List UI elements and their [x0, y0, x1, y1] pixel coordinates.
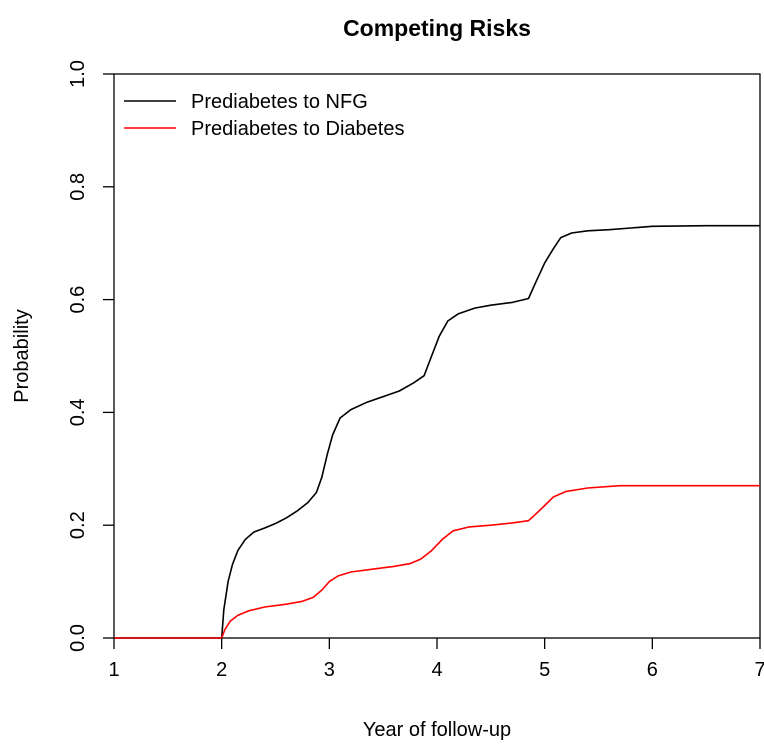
y-tick-label: 0.2	[67, 511, 89, 539]
chart-title: Competing Risks	[343, 15, 531, 41]
x-axis: 1 2 3 4 5 6 7	[108, 638, 764, 681]
x-tick-label: 1	[108, 659, 119, 681]
y-axis-label: Probability	[11, 309, 33, 402]
x-tick-label: 4	[431, 659, 442, 681]
x-tick-label: 7	[754, 659, 764, 681]
x-axis-label: Year of follow-up	[363, 719, 511, 741]
x-tick-label: 2	[216, 659, 227, 681]
y-tick-label: 0.8	[67, 173, 89, 201]
x-tick-label: 5	[539, 659, 550, 681]
x-tick-label: 6	[647, 659, 658, 681]
series-line-nfg	[114, 224, 760, 639]
y-tick-label: 1.0	[67, 60, 89, 88]
legend-label: Prediabetes to NFG	[191, 91, 368, 113]
series-line-diabetes	[114, 484, 760, 639]
legend: Prediabetes to NFG Prediabetes to Diabete…	[124, 91, 404, 140]
legend-label: Prediabetes to Diabetes	[191, 118, 404, 140]
x-tick-label: 3	[324, 659, 335, 681]
y-axis: 0.0 0.2 0.4 0.6 0.8 1.0	[67, 60, 114, 652]
series-layer	[114, 224, 760, 639]
y-tick-label: 0.6	[67, 286, 89, 314]
y-tick-label: 0.0	[67, 624, 89, 652]
plot-frame	[113, 73, 761, 639]
y-tick-label: 0.4	[67, 398, 89, 426]
